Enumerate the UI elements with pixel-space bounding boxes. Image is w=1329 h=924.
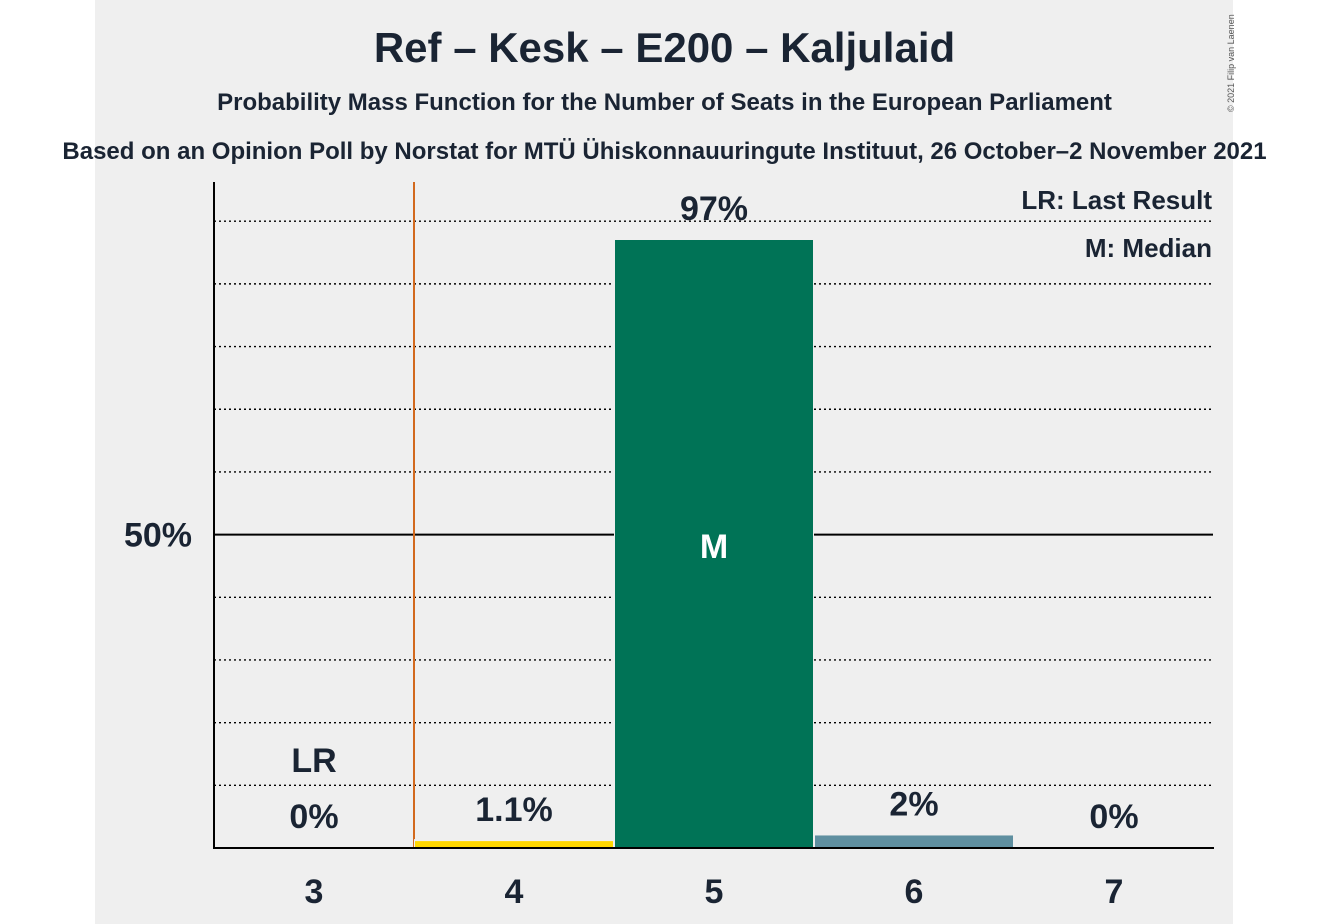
y-tick-label: 50% [124,517,192,555]
bar-4 [415,841,613,848]
x-tick-label: 7 [1105,873,1124,911]
value-label: 0% [1089,798,1138,836]
median-label: M [700,528,728,566]
bar-5 [615,240,813,848]
bars [414,238,1014,848]
value-label: 2% [889,785,938,823]
x-tick-label: 3 [305,873,324,911]
last-result-label: LR [291,742,336,780]
chart-title: Ref – Kesk – E200 – Kaljulaid [373,24,956,71]
value-label: 1.1% [475,791,553,829]
value-label: 0% [289,798,338,836]
legend-last-result: LR: Last Result [1021,185,1212,215]
x-tick-label: 4 [505,873,524,911]
x-tick-label: 6 [905,873,924,911]
bar-6 [815,835,1013,848]
legend-median: M: Median [1085,233,1212,263]
chart-source: Based on an Opinion Poll by Norstat for … [62,138,1267,165]
chart-subtitle: Probability Mass Function for the Number… [217,89,1112,116]
x-tick-label: 5 [705,873,724,911]
value-label: 97% [680,190,748,228]
labels: 50% 0% 3 1.1% 4 97% 5 2% 6 0% 7 LR M [124,190,1139,911]
